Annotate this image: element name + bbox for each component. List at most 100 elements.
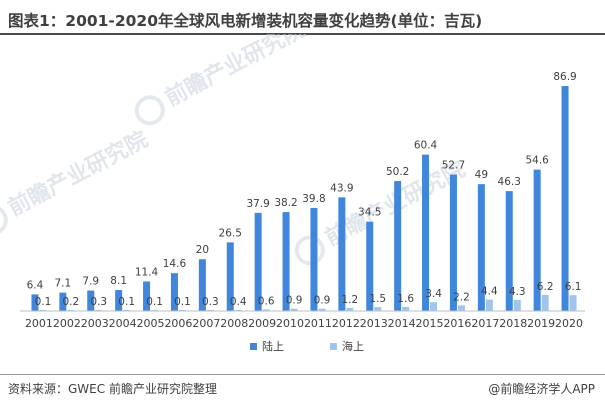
label-onshore-2008: 26.5 xyxy=(219,227,242,239)
label-offshore-2008: 0.4 xyxy=(230,296,247,308)
bar-onshore-2019 xyxy=(533,169,541,311)
label-offshore-2016: 2.2 xyxy=(453,291,470,303)
label-offshore-2009: 0.6 xyxy=(258,295,275,307)
label-onshore-2002: 7.1 xyxy=(54,278,71,290)
bar-chart: 前瞻产业研究院前瞻产业研究院前瞻产业研究院 6.40.120017.10.220… xyxy=(0,34,585,353)
label-offshore-2001: 0.1 xyxy=(35,296,52,308)
label-onshore-2001: 6.4 xyxy=(27,279,44,291)
bar-onshore-2014 xyxy=(394,181,402,311)
labels-layer: 6.4 0.1 2001 7.1 0.2 2002 7.9 0.3 2003 8.1 0.1 2004… xyxy=(25,71,583,330)
label-onshore-2009: 37.9 xyxy=(246,198,269,210)
x-tick-2019: 2019 xyxy=(527,317,555,330)
label-onshore-2005: 11.4 xyxy=(135,266,159,278)
label-offshore-2014: 1.6 xyxy=(397,293,414,305)
label-onshore-2011: 39.8 xyxy=(302,193,325,205)
bar-offshore-2011 xyxy=(318,308,326,311)
label-onshore-2013: 34.5 xyxy=(358,207,381,219)
x-tick-2010: 2010 xyxy=(276,317,304,330)
bars-layer xyxy=(31,86,577,311)
source-note: 资料来源：GWEC 前瞻产业研究院整理 xyxy=(8,382,217,396)
bar-onshore-2013 xyxy=(366,221,374,311)
watermark-text: 前瞻产业研究院 xyxy=(4,126,152,221)
label-offshore-2013: 1.5 xyxy=(369,293,386,305)
bar-onshore-2020 xyxy=(561,86,569,311)
x-tick-2015: 2015 xyxy=(416,317,444,330)
label-onshore-2020: 86.9 xyxy=(553,71,576,83)
label-offshore-2006: 0.1 xyxy=(174,296,191,308)
label-offshore-2003: 0.3 xyxy=(90,296,107,308)
title-divider xyxy=(0,33,605,35)
bar-offshore-2009 xyxy=(262,309,270,311)
label-onshore-2012: 43.9 xyxy=(330,182,353,194)
label-offshore-2015: 3.4 xyxy=(425,288,442,300)
label-onshore-2003: 7.9 xyxy=(82,276,99,288)
x-tick-2004: 2004 xyxy=(109,317,137,330)
label-offshore-2012: 1.2 xyxy=(341,294,358,306)
x-tick-2017: 2017 xyxy=(471,317,499,330)
bar-offshore-2017 xyxy=(485,299,493,311)
bar-onshore-2001 xyxy=(31,294,39,311)
label-offshore-2005: 0.1 xyxy=(146,296,163,308)
legend-swatch xyxy=(250,343,257,350)
bar-offshore-2010 xyxy=(290,308,298,311)
bar-onshore-2007 xyxy=(198,259,206,311)
x-tick-2016: 2016 xyxy=(443,317,471,330)
bar-onshore-2015 xyxy=(422,154,430,311)
footer-divider xyxy=(0,374,605,375)
x-tick-2002: 2002 xyxy=(53,317,81,330)
bar-offshore-2014 xyxy=(402,306,410,311)
x-tick-2014: 2014 xyxy=(388,317,416,330)
bar-onshore-2008 xyxy=(226,242,234,311)
label-offshore-2017: 4.4 xyxy=(481,286,498,298)
bar-onshore-2003 xyxy=(87,290,95,311)
bar-onshore-2009 xyxy=(254,212,262,311)
brand-label: @前瞻经济学人APP xyxy=(488,382,595,396)
legend: 陆上 海上 xyxy=(250,339,364,353)
legend-item-2: 海上 xyxy=(330,339,364,353)
x-tick-2006: 2006 xyxy=(164,317,192,330)
label-offshore-2007: 0.3 xyxy=(202,296,219,308)
x-tick-2008: 2008 xyxy=(220,317,248,330)
label-onshore-2015: 60.4 xyxy=(414,140,438,152)
x-tick-2011: 2011 xyxy=(304,317,332,330)
bar-onshore-2011 xyxy=(310,207,318,311)
x-tick-2018: 2018 xyxy=(499,317,527,330)
x-tick-2009: 2009 xyxy=(248,317,276,330)
x-tick-2001: 2001 xyxy=(25,317,53,330)
label-onshore-2004: 8.1 xyxy=(110,275,127,287)
bar-onshore-2005 xyxy=(143,281,151,311)
bar-onshore-2017 xyxy=(477,184,485,311)
legend-swatch xyxy=(330,343,337,350)
bar-onshore-2004 xyxy=(115,290,123,311)
bar-offshore-2016 xyxy=(457,305,465,311)
label-offshore-2018: 4.3 xyxy=(509,286,526,298)
bar-onshore-2012 xyxy=(338,197,346,311)
x-tick-2003: 2003 xyxy=(81,317,109,330)
x-tick-2005: 2005 xyxy=(137,317,165,330)
bar-offshore-2013 xyxy=(374,307,382,311)
legend-label: 陆上 xyxy=(262,339,284,353)
bar-offshore-2018 xyxy=(513,299,521,311)
legend-label: 海上 xyxy=(342,339,364,353)
bar-onshore-2006 xyxy=(170,273,178,311)
chart-title: 图表1：2001-2020年全球风电新增装机容量变化趋势(单位：吉瓦) xyxy=(8,12,483,30)
bar-onshore-2018 xyxy=(505,191,513,311)
label-onshore-2016: 52.7 xyxy=(442,160,465,172)
label-onshore-2019: 54.6 xyxy=(525,155,549,167)
bar-offshore-2020 xyxy=(569,295,577,311)
label-offshore-2004: 0.1 xyxy=(118,296,135,308)
label-onshore-2017: 49 xyxy=(475,169,488,181)
bar-offshore-2019 xyxy=(541,294,549,311)
label-onshore-2018: 46.3 xyxy=(498,176,521,188)
bar-offshore-2015 xyxy=(430,302,438,311)
label-offshore-2010: 0.9 xyxy=(286,295,303,307)
x-tick-2012: 2012 xyxy=(332,317,360,330)
label-onshore-2014: 50.2 xyxy=(386,166,409,178)
watermark-text: 前瞻产业研究院 xyxy=(161,34,309,111)
label-offshore-2002: 0.2 xyxy=(62,296,79,308)
bar-onshore-2016 xyxy=(449,174,457,311)
label-onshore-2007: 20 xyxy=(196,244,209,256)
x-tick-2020: 2020 xyxy=(555,317,583,330)
x-tick-2007: 2007 xyxy=(192,317,220,330)
